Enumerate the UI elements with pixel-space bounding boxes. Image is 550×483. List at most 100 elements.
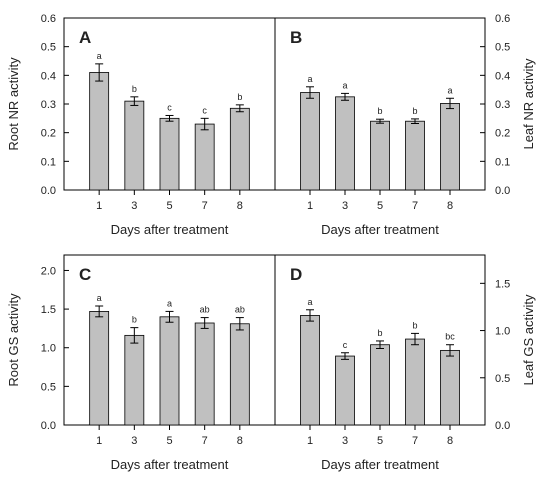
y-axis-title: Root NR activity bbox=[6, 57, 21, 151]
bar bbox=[370, 120, 390, 191]
x-axis-title: Days after treatment bbox=[111, 457, 229, 472]
bar bbox=[405, 338, 425, 426]
y-tick-label: 0.5 bbox=[495, 42, 510, 54]
y-tick-label: 0.5 bbox=[41, 42, 56, 54]
y-tick-label: 0.6 bbox=[41, 13, 56, 25]
bar bbox=[159, 316, 180, 426]
y-tick-label: 0.1 bbox=[41, 156, 56, 168]
bar bbox=[124, 100, 145, 191]
x-axis-title: Days after treatment bbox=[111, 222, 229, 237]
bar bbox=[335, 355, 355, 426]
significance-label: c bbox=[343, 340, 348, 350]
x-tick-label: 1 bbox=[96, 435, 102, 447]
bar bbox=[335, 96, 355, 191]
y-tick-label: 1.0 bbox=[495, 326, 510, 338]
x-tick-label: 8 bbox=[237, 200, 243, 212]
bar bbox=[300, 315, 320, 426]
x-axis-title: Days after treatment bbox=[321, 222, 439, 237]
y-tick-label: 0.3 bbox=[495, 99, 510, 111]
panel-label: A bbox=[79, 28, 91, 47]
significance-label: a bbox=[167, 298, 172, 308]
y-tick-label: 1.5 bbox=[495, 278, 510, 290]
chart-panel-b: B 0.0 0.1 0.2 0.3 0.4 0.5 0.6 Leaf NR activity a 1… bbox=[274, 13, 536, 237]
y-tick-label: 1.0 bbox=[41, 343, 56, 355]
bar bbox=[159, 117, 180, 191]
y-tick-label: 0.4 bbox=[495, 70, 510, 82]
y-axis-title: Root GS activity bbox=[6, 293, 21, 387]
y-axis-title: Leaf NR activity bbox=[521, 58, 536, 150]
bar bbox=[229, 107, 250, 191]
bar bbox=[300, 92, 320, 191]
significance-label: a bbox=[97, 51, 102, 61]
x-tick-label: 8 bbox=[447, 435, 453, 447]
x-tick-label: 7 bbox=[202, 200, 208, 212]
y-axis-title: Leaf GS activity bbox=[521, 294, 536, 386]
chart-panel-a: A 0.0 0.1 0.2 0.3 0.4 0.5 0.6 Root NR activity a 1… bbox=[6, 13, 276, 237]
y-tick-label: 0.2 bbox=[495, 128, 510, 140]
chart-panel-d: D 0.0 0.5 1.0 1.5 Leaf GS activity a 1 c 3 b 5 b 7 bc 8… bbox=[274, 254, 536, 472]
x-tick-label: 3 bbox=[131, 435, 137, 447]
y-tick-label: 0.4 bbox=[41, 70, 56, 82]
x-tick-label: 7 bbox=[202, 435, 208, 447]
significance-label: a bbox=[307, 297, 312, 307]
bar bbox=[194, 322, 215, 426]
bar bbox=[89, 311, 110, 426]
x-tick-label: 1 bbox=[307, 435, 313, 447]
y-tick-label: 0.0 bbox=[41, 420, 56, 432]
panel-label: D bbox=[290, 265, 302, 284]
bar bbox=[370, 344, 390, 426]
y-tick-label: 0.5 bbox=[41, 381, 56, 393]
significance-label: b bbox=[412, 106, 417, 116]
y-tick-label: 0.2 bbox=[41, 128, 56, 140]
significance-label: b bbox=[132, 84, 137, 94]
y-tick-label: 0.0 bbox=[495, 185, 510, 197]
significance-label: b bbox=[377, 328, 382, 338]
x-tick-label: 7 bbox=[412, 435, 418, 447]
x-tick-label: 7 bbox=[412, 200, 418, 212]
x-tick-label: 5 bbox=[166, 200, 172, 212]
chart-panel-c: C 0.0 0.5 1.0 1.5 2.0 Root GS activity a 1 b 3 a 5 ab… bbox=[6, 254, 276, 472]
x-tick-label: 1 bbox=[96, 200, 102, 212]
x-tick-label: 3 bbox=[342, 435, 348, 447]
y-tick-label: 0.1 bbox=[495, 156, 510, 168]
bar bbox=[194, 123, 215, 191]
y-tick-label: 0.0 bbox=[41, 185, 56, 197]
x-tick-label: 8 bbox=[237, 435, 243, 447]
x-tick-label: 1 bbox=[307, 200, 313, 212]
significance-label: a bbox=[342, 80, 347, 90]
significance-label: b bbox=[377, 106, 382, 116]
bar bbox=[124, 334, 145, 426]
bar bbox=[89, 72, 110, 191]
significance-label: c bbox=[167, 102, 172, 112]
y-tick-label: 0.3 bbox=[41, 99, 56, 111]
y-tick-label: 0.0 bbox=[495, 420, 510, 432]
x-tick-label: 3 bbox=[342, 200, 348, 212]
x-tick-label: 3 bbox=[131, 200, 137, 212]
y-tick-label: 2.0 bbox=[41, 265, 56, 277]
significance-label: bc bbox=[445, 332, 455, 342]
y-tick-label: 1.5 bbox=[41, 304, 56, 316]
significance-label: a bbox=[307, 74, 312, 84]
bar bbox=[440, 103, 460, 191]
panel-label: B bbox=[290, 28, 302, 47]
bar bbox=[440, 349, 460, 426]
x-tick-label: 5 bbox=[377, 200, 383, 212]
y-tick-label: 0.5 bbox=[495, 373, 510, 385]
x-tick-label: 5 bbox=[166, 435, 172, 447]
y-tick-label: 0.6 bbox=[495, 13, 510, 25]
significance-label: b bbox=[237, 92, 242, 102]
significance-label: c bbox=[202, 105, 207, 115]
bar bbox=[229, 323, 250, 426]
x-tick-label: 5 bbox=[377, 435, 383, 447]
x-axis-title: Days after treatment bbox=[321, 457, 439, 472]
significance-label: ab bbox=[235, 305, 245, 315]
significance-label: a bbox=[97, 293, 102, 303]
significance-label: ab bbox=[200, 305, 210, 315]
significance-label: a bbox=[447, 85, 452, 95]
panel-label: C bbox=[79, 265, 91, 284]
x-tick-label: 8 bbox=[447, 200, 453, 212]
bar bbox=[405, 120, 425, 191]
significance-label: b bbox=[132, 315, 137, 325]
significance-label: b bbox=[412, 320, 417, 330]
